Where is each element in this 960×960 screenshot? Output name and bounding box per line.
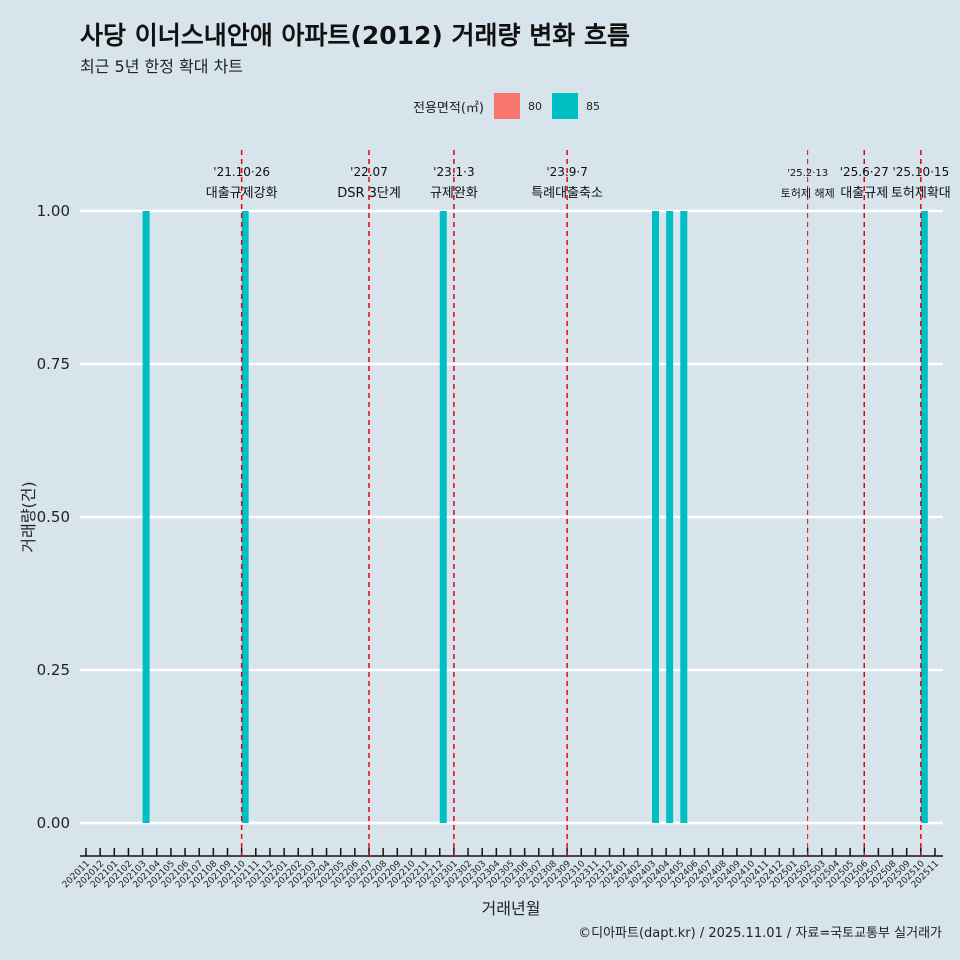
event-date: '23.1·3: [433, 165, 474, 179]
event-date: '22.07: [350, 165, 388, 179]
bar-85-202403: [652, 211, 659, 823]
event-date: '23.9·7: [546, 165, 587, 179]
legend-swatch-80: [493, 93, 520, 119]
bar-85-202510: [920, 211, 928, 823]
event-date: '25.6·27: [840, 165, 889, 179]
caption: ©디아파트(dapt.kr) / 2025.11.01 / 자료=국토교통부 실…: [578, 926, 942, 941]
legend: 전용면적(㎡) 80 85: [413, 93, 600, 119]
event-date: '25.10·15: [892, 165, 949, 179]
bar-85-202110: [241, 211, 249, 823]
event-label: 토허제 해제: [781, 186, 835, 200]
event-label: 토허제확대: [891, 186, 951, 201]
bar-85-202103: [142, 211, 150, 823]
bar-85-202212: [439, 211, 447, 823]
y-axis-title: 거래량(건): [19, 481, 38, 552]
bar-85-202404: [666, 211, 674, 823]
event-label: 규제완화: [430, 186, 478, 201]
event-label: 특례대출축소: [531, 186, 603, 201]
event-label: DSR 3단계: [337, 186, 401, 201]
legend-title: 전용면적(㎡): [413, 100, 484, 116]
y-tick-label: 1.00: [37, 202, 70, 220]
legend-swatch-85: [551, 93, 578, 119]
event-date: '25.2·13: [787, 168, 828, 179]
event-date: '21.10·26: [213, 165, 270, 179]
bar-85-202405: [680, 211, 688, 823]
x-axis-title: 거래년월: [482, 899, 541, 918]
chart-title: 사당 이너스내안애 아파트(2012) 거래량 변화 흐름: [80, 21, 630, 50]
chart-subtitle: 최근 5년 한정 확대 차트: [80, 57, 244, 76]
legend-label-80: 80: [527, 99, 542, 113]
legend-label-85: 85: [585, 99, 600, 113]
y-tick-label: 0.00: [37, 814, 70, 832]
y-tick-label: 0.50: [37, 508, 70, 526]
y-tick-label: 0.25: [37, 661, 70, 679]
event-label: 대출규제: [840, 186, 888, 201]
y-tick-label: 0.75: [37, 355, 70, 373]
event-label: 대출규제강화: [206, 186, 278, 201]
